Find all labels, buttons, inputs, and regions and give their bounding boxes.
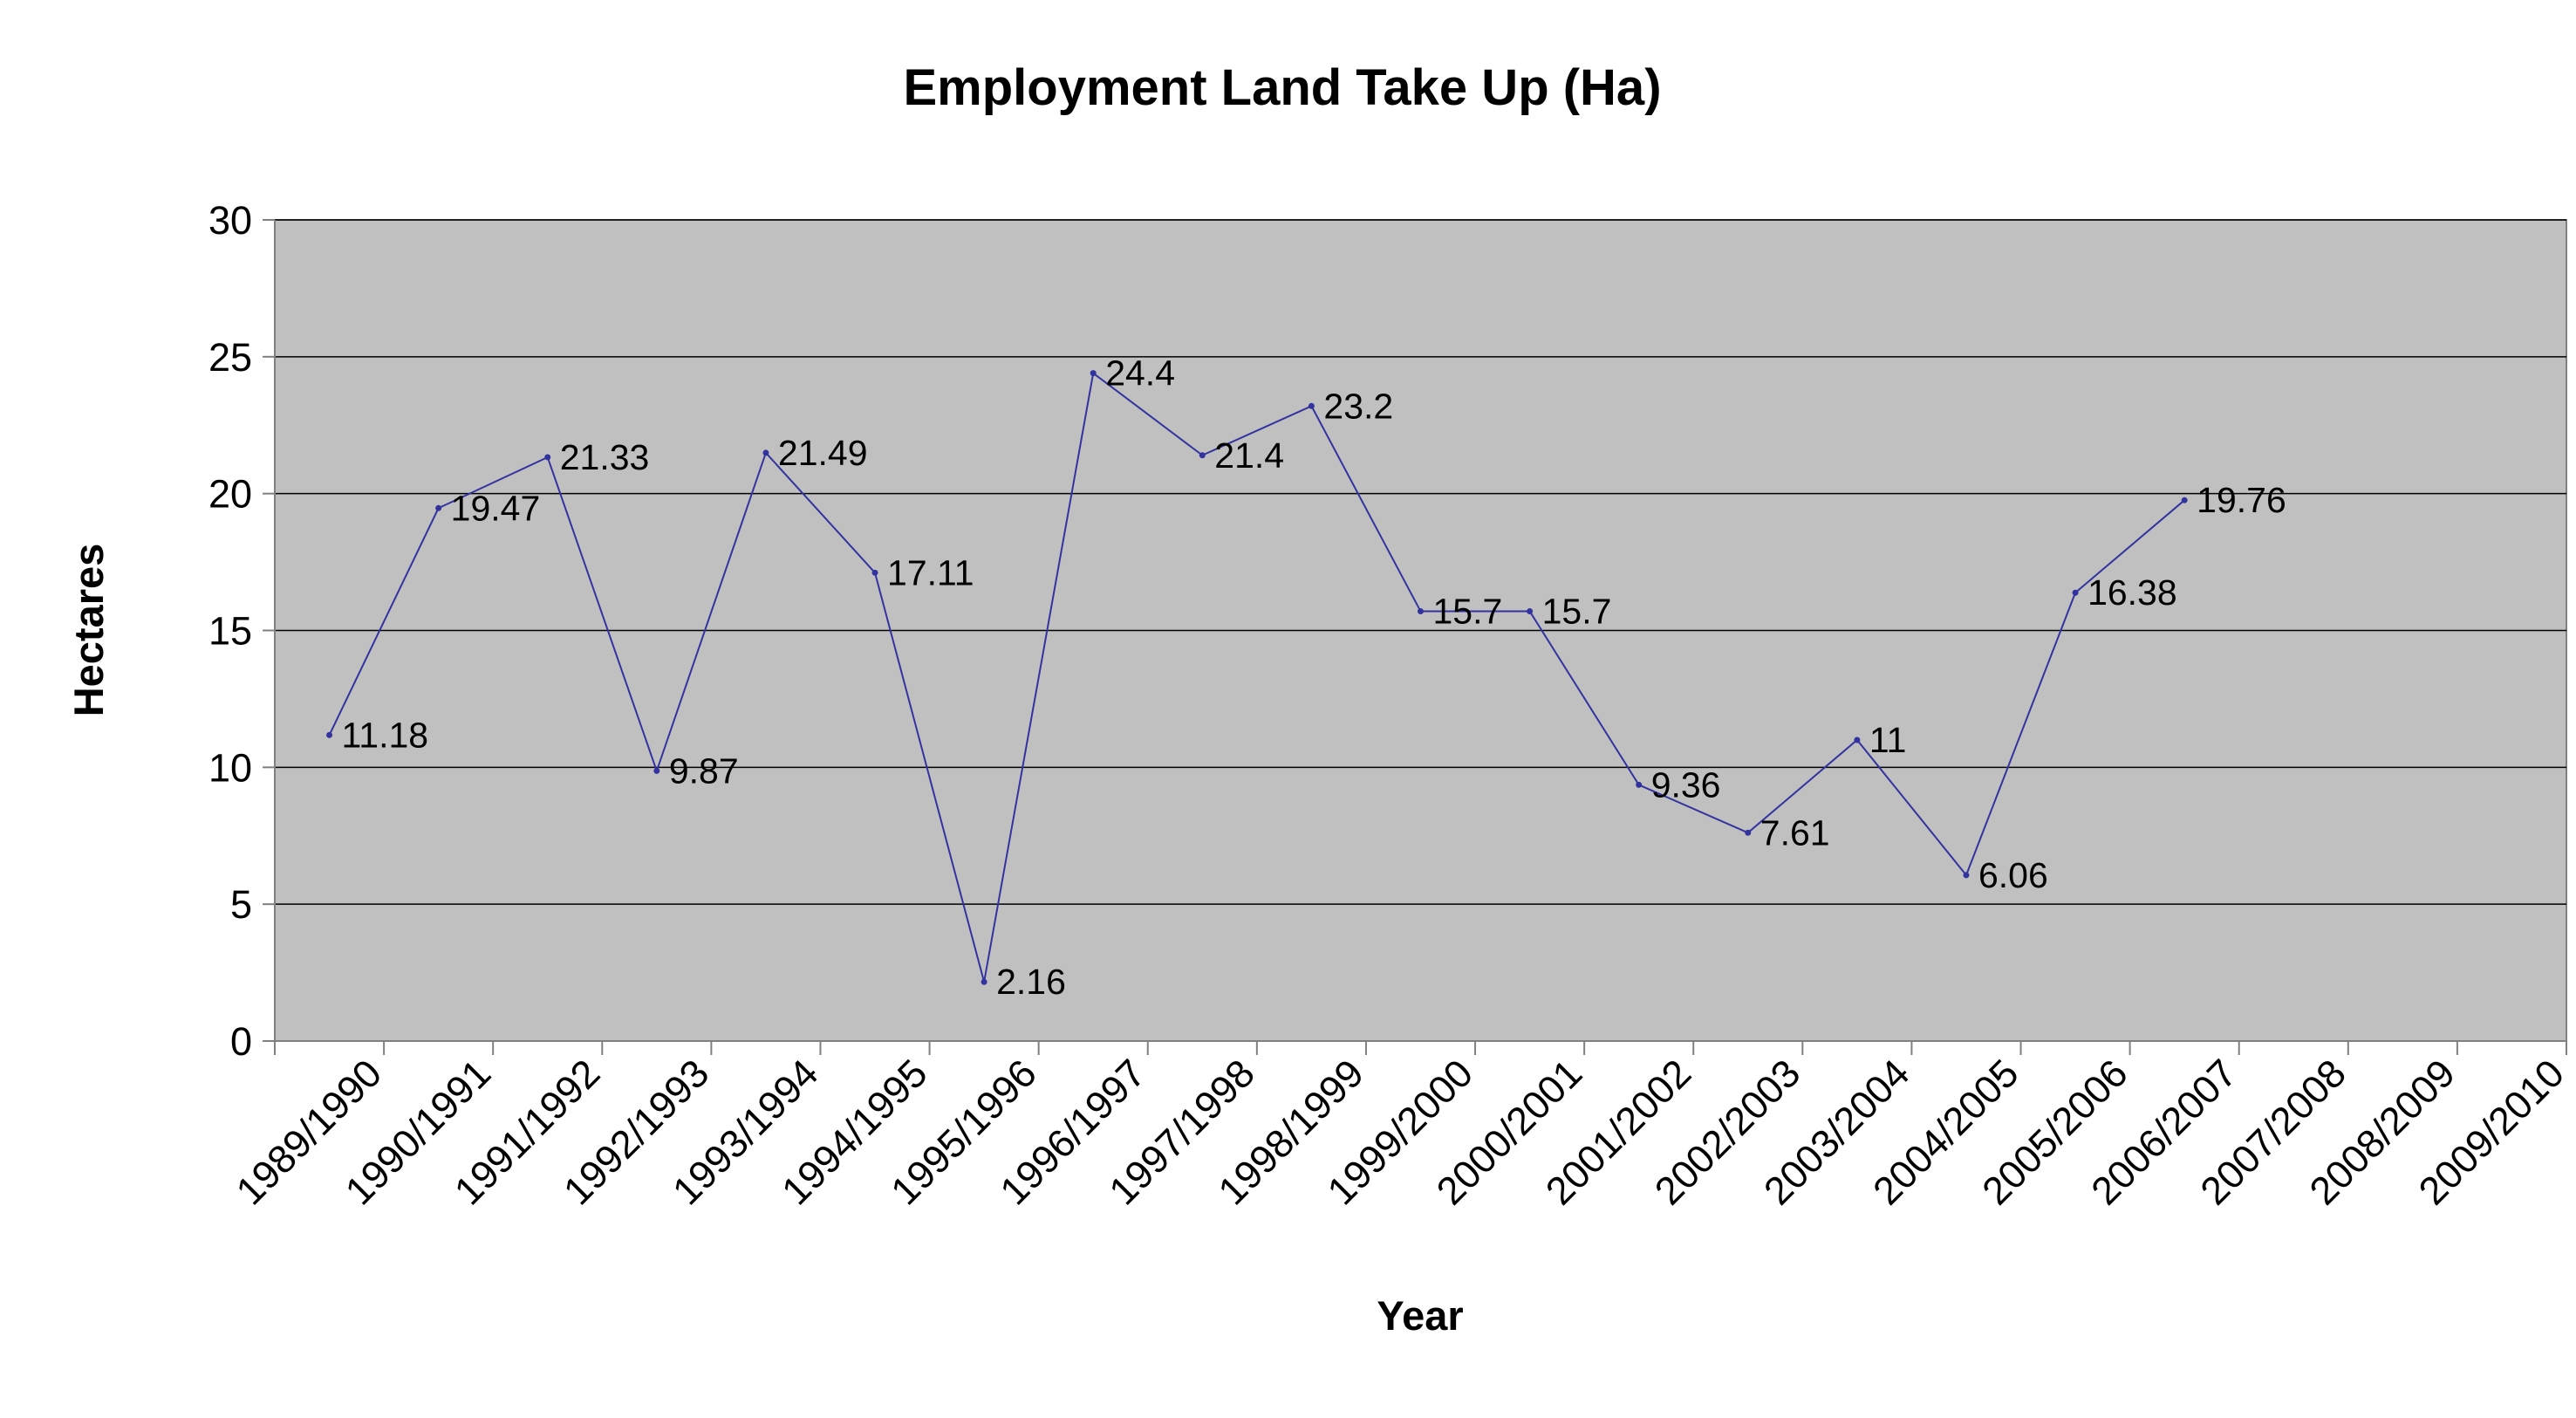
y-tick-label: 15 [208, 609, 252, 654]
data-label: 11 [1869, 720, 1907, 760]
data-point [653, 767, 660, 774]
data-label: 7.61 [1760, 812, 1830, 853]
data-label: 15.7 [1433, 592, 1503, 632]
data-label: 21.4 [1214, 435, 1284, 476]
data-point [1854, 736, 1861, 743]
data-point [2072, 589, 2079, 596]
data-point [871, 569, 878, 576]
y-tick-label: 30 [208, 198, 252, 243]
data-label: 11.18 [342, 715, 429, 755]
y-tick-label: 0 [230, 1019, 252, 1064]
y-tick-label: 5 [230, 882, 252, 927]
data-point [1418, 608, 1424, 615]
data-label: 24.4 [1105, 353, 1175, 394]
y-tick-label: 10 [208, 745, 252, 790]
data-label: 21.33 [560, 437, 650, 477]
data-label: 16.38 [2087, 572, 2177, 613]
data-point [2181, 497, 2188, 503]
data-point [762, 449, 769, 456]
data-label: 2.16 [996, 962, 1066, 1002]
data-point [1527, 608, 1534, 615]
data-point [1963, 872, 1970, 879]
y-tick-label: 20 [208, 472, 252, 517]
data-point [1090, 370, 1097, 377]
data-label: 21.49 [778, 433, 868, 473]
data-point [1745, 829, 1752, 836]
data-label: 9.87 [669, 750, 739, 791]
chart-title: Employment Land Take Up (Ha) [903, 59, 1661, 116]
data-label: 19.47 [451, 488, 541, 528]
data-point [1636, 781, 1643, 788]
data-point [1199, 452, 1206, 459]
data-label: 15.7 [1542, 592, 1612, 632]
data-point [981, 978, 987, 985]
data-point [326, 731, 333, 738]
y-axis-title: Hectares [65, 544, 112, 717]
series-line [328, 371, 2185, 983]
data-label: 9.36 [1651, 764, 1721, 805]
y-tick-label: 25 [208, 335, 252, 380]
data-point [544, 454, 551, 461]
data-label: 6.06 [1978, 855, 2048, 895]
data-point [1308, 402, 1315, 409]
data-label: 17.11 [887, 552, 974, 593]
data-point [435, 504, 442, 511]
data-label: 23.2 [1323, 386, 1393, 426]
data-label: 19.76 [2197, 480, 2286, 520]
plot-area: 0510152025301989/19901990/19911991/19921… [208, 198, 2573, 1213]
x-axis-title: Year [1377, 1292, 1463, 1339]
